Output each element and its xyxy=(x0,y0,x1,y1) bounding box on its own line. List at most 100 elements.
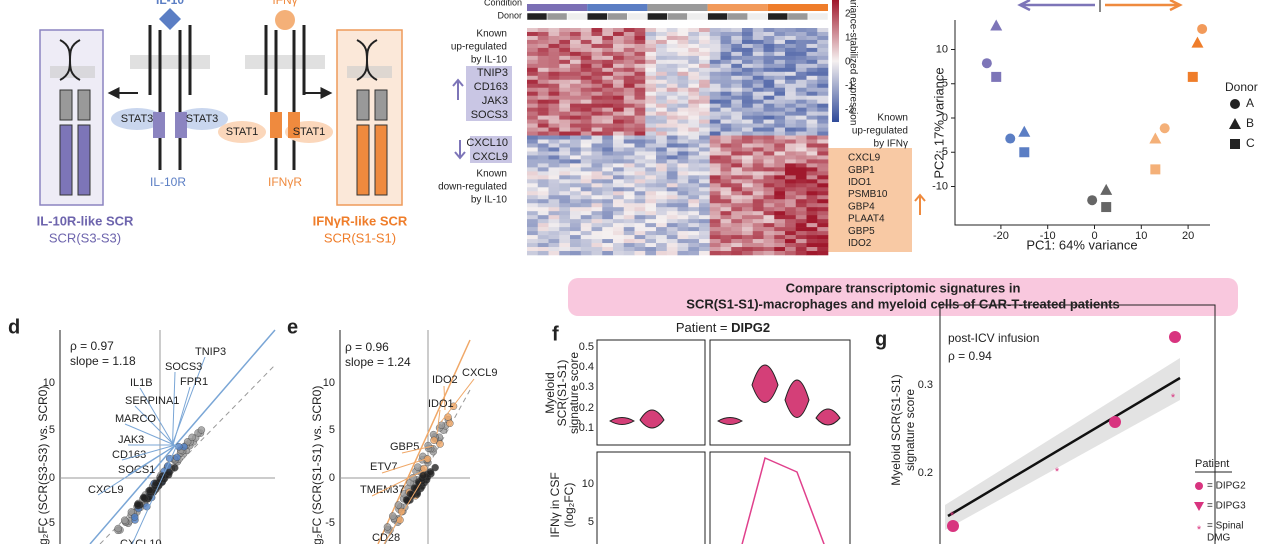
heatmap-cell xyxy=(720,107,732,112)
heatmap-cell xyxy=(591,95,603,100)
heatmap-cell xyxy=(570,135,582,140)
heatmap-cell xyxy=(785,63,797,69)
heatmap-cell xyxy=(795,155,807,160)
heatmap-cell xyxy=(656,79,668,85)
heatmap-cell xyxy=(709,99,721,104)
heatmap-cell xyxy=(806,231,818,236)
heatmap-cell xyxy=(720,31,732,37)
heatmap-cell xyxy=(817,191,829,196)
heatmap-cell xyxy=(688,39,700,45)
heatmap-cell xyxy=(666,59,678,65)
heatmap-cell xyxy=(699,39,711,45)
heatmap-cell xyxy=(613,103,625,108)
heatmap-cell xyxy=(742,195,754,200)
heatmap-cell xyxy=(806,127,818,132)
heatmap-cell xyxy=(785,67,797,73)
heatmap-cell xyxy=(709,119,721,124)
heatmap-cell xyxy=(795,243,807,248)
heatmap-cell xyxy=(742,183,754,188)
heatmap-cell xyxy=(666,251,678,256)
heatmap-cell xyxy=(774,111,786,116)
heatmap-cell xyxy=(795,211,807,216)
heatmap-cell xyxy=(666,91,678,97)
heatmap-cell xyxy=(742,75,754,81)
label: IL-10R xyxy=(150,175,186,189)
heatmap-cell xyxy=(548,43,560,49)
heatmap-cell xyxy=(570,251,582,256)
heatmap-cell xyxy=(570,79,582,85)
heatmap-cell xyxy=(806,199,818,204)
heatmap-cell xyxy=(677,247,689,252)
heatmap-cell xyxy=(613,223,625,228)
heatmap-cell xyxy=(763,251,775,256)
heatmap-cell xyxy=(548,103,560,108)
heatmap-cell xyxy=(559,119,571,124)
heatmap-cell xyxy=(742,67,754,73)
heatmap-cell xyxy=(527,28,539,33)
heatmap-cell xyxy=(763,235,775,240)
heatmap-cell xyxy=(817,175,829,180)
heatmap-cell xyxy=(677,43,689,49)
heatmap-cell xyxy=(570,39,582,45)
heatmap-cell xyxy=(709,187,721,192)
heatmap-cell xyxy=(677,215,689,220)
heatmap-cell xyxy=(774,107,786,112)
heatmap-cell xyxy=(752,247,764,252)
heatmap-cell xyxy=(795,71,807,77)
label: 0.3 xyxy=(918,379,933,391)
heatmap-cell xyxy=(699,143,711,148)
label: TMEM37 xyxy=(360,484,405,496)
heatmap-cell xyxy=(709,35,721,41)
donor-bar xyxy=(526,12,548,21)
heatmap-cell xyxy=(645,39,657,45)
heatmap-cell xyxy=(806,223,818,228)
heatmap-cell xyxy=(817,251,829,256)
label: Patient xyxy=(1195,458,1229,470)
label: Known xyxy=(877,113,908,124)
heatmap-cell xyxy=(699,83,711,89)
heatmap-cell xyxy=(666,203,678,208)
heatmap-cell xyxy=(537,159,549,164)
heatmap-cell xyxy=(548,83,560,89)
heatmap-cell xyxy=(774,235,786,240)
heatmap-cell xyxy=(634,179,646,184)
label: -5 xyxy=(45,517,55,529)
heatmap-cell xyxy=(634,131,646,136)
heatmap-cell xyxy=(548,135,560,140)
heatmap-cell xyxy=(623,31,635,37)
heatmap-cell xyxy=(709,135,721,140)
point xyxy=(394,501,403,509)
heatmap-cell xyxy=(817,99,829,104)
heatmap-cell xyxy=(656,103,668,108)
heatmap-cell xyxy=(785,195,797,200)
heatmap-cell xyxy=(817,28,829,33)
heatmap-cell xyxy=(785,175,797,180)
heatmap-cell xyxy=(623,51,635,57)
label: 1 xyxy=(845,33,851,44)
heatmap-cell xyxy=(795,67,807,73)
heatmap-cell xyxy=(580,183,592,188)
heatmap-cell xyxy=(559,239,571,244)
heatmap-cell xyxy=(795,63,807,69)
heatmap-cell xyxy=(752,47,764,53)
leader xyxy=(124,423,175,446)
heatmap-cell xyxy=(613,199,625,204)
label: PSMB10 xyxy=(848,189,888,200)
label: ρ = 0.96 xyxy=(345,340,389,354)
heatmap-cell xyxy=(817,159,829,164)
heatmap-cell xyxy=(537,239,549,244)
heatmap-cell xyxy=(795,139,807,144)
heatmap-cell xyxy=(548,99,560,104)
heatmap-cell xyxy=(699,227,711,232)
heatmap-cell xyxy=(559,103,571,108)
heatmap-cell xyxy=(548,175,560,180)
heatmap-cell xyxy=(731,131,743,136)
heatmap-cell xyxy=(666,159,678,164)
heatmap-cell xyxy=(785,39,797,45)
marker: * xyxy=(1197,524,1202,536)
heatmap-cell xyxy=(527,151,539,156)
heatmap-cell xyxy=(656,247,668,252)
heatmap-cell xyxy=(806,191,818,196)
heatmap-cell xyxy=(720,147,732,152)
heatmap-cell xyxy=(634,199,646,204)
